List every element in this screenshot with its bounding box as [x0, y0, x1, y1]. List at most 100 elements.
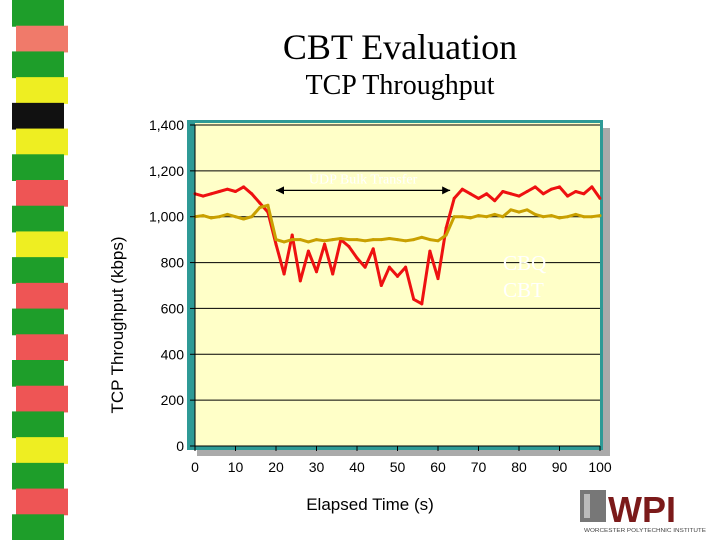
data-point-cbt	[517, 210, 521, 214]
data-point-cbt	[452, 215, 456, 219]
stripe-segment	[12, 102, 64, 130]
logo-text: WPI	[608, 489, 676, 530]
data-point-cbt	[339, 236, 343, 240]
data-point-cbt	[412, 238, 416, 242]
stripe-segment	[16, 231, 68, 259]
data-point-cbt	[404, 239, 408, 243]
data-point-cbq	[598, 196, 602, 200]
data-point-cbq	[363, 265, 367, 269]
data-point-cbt	[525, 208, 529, 212]
data-point-cbq	[298, 279, 302, 283]
x-tick-label: 0	[191, 459, 199, 475]
series-layer	[193, 185, 602, 306]
data-point-cbq	[234, 189, 237, 193]
y-tick-labels: 0 200 400 600 800 1,000 1,200 1,400	[149, 117, 195, 454]
decorative-color-stripe	[12, 0, 68, 540]
x-tick-label: 40	[349, 459, 365, 475]
data-point-cbq	[331, 272, 335, 276]
x-axis-title: Elapsed Time (s)	[306, 495, 434, 514]
data-point-cbt	[290, 238, 294, 242]
stripe-segment	[16, 385, 68, 413]
data-point-cbt	[250, 215, 254, 219]
data-point-cbt	[217, 215, 221, 219]
data-point-cbt	[274, 238, 278, 242]
data-point-cbq	[436, 277, 440, 281]
stripe-segment	[16, 77, 68, 104]
logo-tagline: WORCESTER POLYTECHNIC INSTITUTE	[584, 528, 707, 534]
stripe-segment	[16, 128, 68, 156]
data-point-cbt	[590, 215, 594, 219]
logo-building-icon	[580, 490, 606, 522]
data-point-cbt	[242, 217, 246, 221]
data-point-cbt	[306, 240, 310, 244]
data-point-cbq	[404, 265, 408, 269]
x-tick-label: 60	[430, 459, 446, 475]
logo-building-icon-detail	[584, 494, 590, 518]
data-point-cbt	[323, 239, 327, 243]
data-point-cbq	[468, 192, 472, 196]
data-point-cbt	[315, 238, 318, 242]
stripe-segment	[16, 180, 68, 207]
data-point-cbq	[566, 194, 570, 198]
data-point-cbq	[379, 284, 383, 287]
data-point-cbt	[201, 214, 205, 218]
stripe-segment	[12, 462, 64, 490]
data-point-cbq	[412, 297, 416, 301]
y-tick-label: 600	[161, 300, 185, 316]
y-tick-label: 1,000	[149, 209, 184, 225]
stripe-segment	[12, 205, 64, 233]
x-tick-labels: 0 10 20 30 40 50 60 70 80 90 100	[191, 125, 612, 475]
data-point-cbq	[582, 192, 586, 196]
data-point-cbt	[598, 214, 602, 218]
data-point-cbt	[436, 239, 440, 243]
data-point-cbt	[258, 206, 262, 210]
data-point-cbq	[306, 249, 310, 253]
data-point-cbq	[493, 199, 497, 203]
data-point-cbt	[225, 212, 229, 216]
data-point-cbt	[331, 238, 335, 242]
y-tick-label: 0	[176, 438, 184, 454]
data-point-cbq	[209, 192, 213, 196]
data-point-cbq	[274, 242, 278, 246]
data-point-cbq	[541, 192, 545, 196]
x-tick-label: 100	[588, 459, 612, 475]
stripe-segment	[12, 411, 64, 439]
data-point-cbt	[558, 216, 561, 220]
data-point-cbq	[387, 265, 391, 269]
stripe-segment	[12, 0, 64, 27]
data-point-cbt	[387, 236, 391, 240]
data-point-cbq	[225, 187, 229, 191]
data-point-cbq	[452, 196, 456, 200]
data-point-cbq	[501, 189, 505, 193]
legend-label-cbq: CBQ	[503, 251, 546, 275]
data-point-cbt	[493, 212, 497, 216]
data-point-cbq	[428, 249, 432, 253]
data-point-cbt	[468, 216, 472, 220]
data-point-cbq	[590, 185, 594, 189]
data-point-cbt	[533, 212, 537, 216]
stripe-segment	[12, 154, 64, 181]
stripe-segment	[12, 51, 64, 79]
data-point-cbq	[396, 274, 399, 278]
slide-title: CBT Evaluation	[282, 27, 518, 67]
data-point-cbt	[444, 233, 448, 237]
data-point-cbt	[209, 216, 213, 220]
arrowhead-right-icon	[442, 186, 451, 195]
data-point-cbq	[258, 201, 262, 205]
data-point-cbq	[517, 194, 521, 198]
y-tick-label: 1,200	[149, 163, 184, 179]
data-point-cbt	[282, 240, 286, 244]
stripe-segment	[12, 360, 64, 387]
data-point-cbt	[574, 212, 578, 216]
x-tick-label: 10	[228, 459, 244, 475]
data-point-cbq	[282, 272, 286, 276]
data-point-cbq	[533, 185, 537, 189]
stripe-segment	[16, 282, 68, 310]
y-axis-title: TCP Throughput (kbps)	[108, 236, 127, 413]
x-tick-label: 30	[309, 459, 325, 475]
data-point-cbq	[242, 185, 246, 189]
grid-lines	[195, 124, 600, 401]
annotation: UDP Bulk Transfer	[276, 172, 451, 195]
data-point-cbt	[566, 215, 570, 219]
